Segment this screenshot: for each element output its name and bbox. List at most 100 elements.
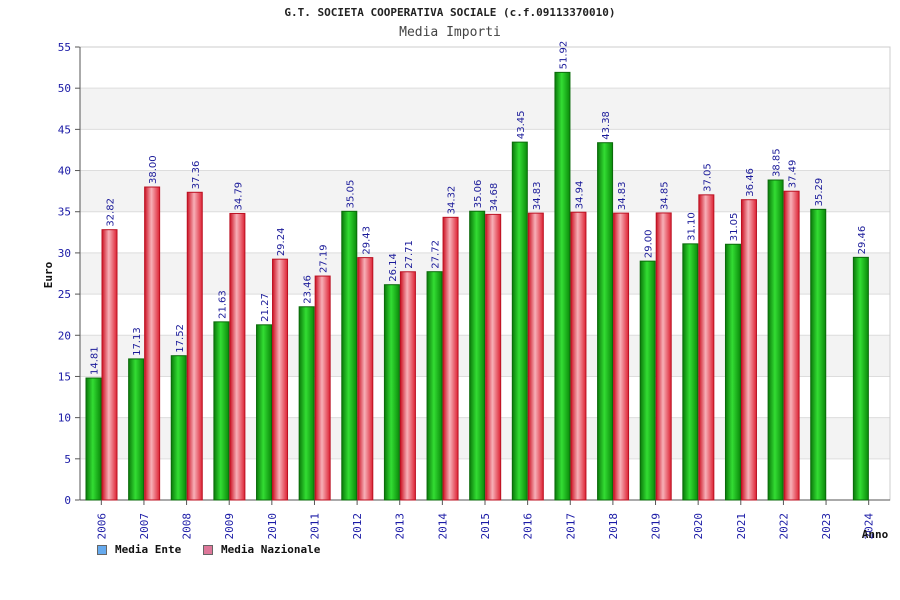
legend-swatch-media-nazionale [203, 544, 213, 555]
y-tick-label: 30 [58, 247, 71, 260]
data-label-media-nazionale-2010: 29.24 [276, 228, 287, 257]
bar-media-ente-2024 [852, 256, 869, 501]
bar-media-ente-2019 [639, 260, 656, 501]
y-tick-label: 45 [58, 123, 71, 136]
bar-media-nazionale-2007 [144, 186, 161, 501]
y-tick-label: 40 [58, 165, 71, 178]
legend-item-media-ente: Media Ente [97, 543, 181, 556]
legend-label-media-nazionale: Media Nazionale [221, 543, 321, 556]
x-tick-label-2007: 2007 [138, 513, 151, 540]
data-label-media-ente-2010: 21.27 [260, 293, 271, 322]
data-label-media-nazionale-2014: 34.32 [447, 186, 458, 215]
data-label-media-ente-2013: 26.14 [388, 253, 399, 282]
x-tick-label-2013: 2013 [394, 513, 407, 540]
grid-band [80, 47, 890, 89]
bar-media-ente-2006 [85, 377, 102, 501]
data-label-media-ente-2019: 29.00 [644, 230, 655, 259]
bar-media-ente-2017 [554, 71, 571, 501]
x-tick-label-2011: 2011 [308, 513, 321, 540]
y-tick-label: 50 [58, 82, 71, 95]
legend-item-media-nazionale: Media Nazionale [203, 543, 320, 556]
y-axis-label: Euro [42, 261, 55, 288]
y-tick-label: 10 [58, 412, 71, 425]
y-tick-label: 0 [64, 494, 71, 507]
bar-media-nazionale-2018 [613, 212, 630, 501]
data-label-media-ente-2016: 43.45 [516, 110, 527, 139]
chart-subtitle: Media Importi [399, 25, 501, 40]
bar-media-nazionale-2014 [442, 216, 459, 501]
legend-label-media-ente: Media Ente [115, 543, 182, 556]
bar-media-ente-2022 [767, 179, 784, 501]
data-label-media-ente-2015: 35.06 [473, 180, 484, 209]
data-label-media-ente-2021: 31.05 [729, 213, 740, 242]
bar-media-nazionale-2016 [527, 212, 544, 501]
bar-media-ente-2015 [469, 210, 486, 501]
bar-media-nazionale-2017 [570, 211, 587, 501]
data-label-media-ente-2018: 43.38 [601, 111, 612, 140]
x-tick-label-2008: 2008 [181, 513, 194, 540]
bar-media-nazionale-2021 [740, 199, 757, 501]
data-label-media-nazionale-2021: 36.46 [745, 168, 756, 197]
y-tick-label: 35 [58, 206, 71, 219]
x-tick-label-2024: 2024 [863, 513, 876, 540]
data-label-media-nazionale-2017: 34.94 [574, 181, 585, 210]
data-label-media-nazionale-2018: 34.83 [617, 181, 628, 210]
data-label-media-ente-2008: 17.52 [175, 324, 186, 353]
x-tick-label-2009: 2009 [223, 513, 236, 540]
chart-title: G.T. SOCIETA COOPERATIVA SOCIALE (c.f.09… [284, 6, 616, 19]
data-label-media-nazionale-2020: 37.05 [702, 163, 713, 192]
data-label-media-ente-2012: 35.05 [345, 180, 356, 209]
data-label-media-ente-2011: 23.46 [303, 275, 314, 304]
bar-media-ente-2020 [682, 243, 699, 501]
bar-media-nazionale-2019 [655, 212, 672, 501]
x-tick-label-2019: 2019 [650, 513, 663, 540]
bar-media-nazionale-2009 [229, 212, 246, 501]
bar-media-ente-2009 [213, 321, 230, 501]
y-tick-label: 25 [58, 288, 71, 301]
x-tick-label-2006: 2006 [95, 513, 108, 540]
x-tick-label-2023: 2023 [820, 513, 833, 540]
bar-media-ente-2011 [298, 306, 315, 501]
data-label-media-nazionale-2013: 27.71 [404, 240, 415, 269]
y-tick-label: 15 [58, 370, 71, 383]
x-tick-label-2021: 2021 [735, 513, 748, 540]
bar-media-ente-2014 [426, 271, 443, 501]
bar-media-nazionale-2022 [783, 190, 800, 501]
bar-media-ente-2012 [341, 210, 358, 501]
bar-media-nazionale-2008 [186, 191, 203, 501]
x-tick-label-2022: 2022 [777, 513, 790, 540]
bar-media-ente-2021 [724, 243, 741, 501]
bar-media-nazionale-2011 [314, 275, 331, 501]
bar-media-ente-2013 [383, 284, 400, 501]
x-tick-label-2020: 2020 [692, 513, 705, 540]
bar-media-ente-2023 [810, 208, 827, 501]
x-tick-label-2017: 2017 [564, 513, 577, 540]
bar-media-nazionale-2015 [485, 213, 502, 501]
bar-media-nazionale-2006 [101, 229, 118, 501]
x-tick-label-2014: 2014 [436, 513, 449, 540]
data-label-media-ente-2009: 21.63 [217, 290, 228, 319]
data-label-media-ente-2014: 27.72 [431, 240, 442, 269]
bar-media-ente-2008 [170, 355, 187, 501]
bar-media-nazionale-2010 [272, 258, 289, 501]
grid-band [80, 129, 890, 171]
bar-media-ente-2010 [256, 324, 273, 501]
data-label-media-nazionale-2016: 34.83 [532, 181, 543, 210]
data-label-media-nazionale-2006: 32.82 [106, 198, 117, 227]
bar-media-nazionale-2013 [399, 271, 416, 501]
bar-media-nazionale-2020 [698, 194, 715, 501]
legend-swatch-media-ente [97, 544, 107, 555]
data-label-media-nazionale-2007: 38.00 [148, 155, 159, 184]
x-axis-label: Anno [862, 528, 889, 541]
data-label-media-ente-2022: 38.85 [772, 148, 783, 177]
grid-band [80, 88, 890, 130]
bar-media-ente-2007 [128, 358, 145, 501]
data-label-media-ente-2017: 51.92 [558, 41, 569, 70]
y-tick-label: 5 [64, 453, 71, 466]
x-tick-label-2010: 2010 [266, 513, 279, 540]
data-label-media-nazionale-2008: 37.36 [191, 161, 202, 190]
x-tick-label-2018: 2018 [607, 513, 620, 540]
data-label-media-ente-2024: 29.46 [857, 226, 868, 255]
data-label-media-ente-2006: 14.81 [90, 346, 101, 375]
x-tick-label-2015: 2015 [479, 513, 492, 540]
